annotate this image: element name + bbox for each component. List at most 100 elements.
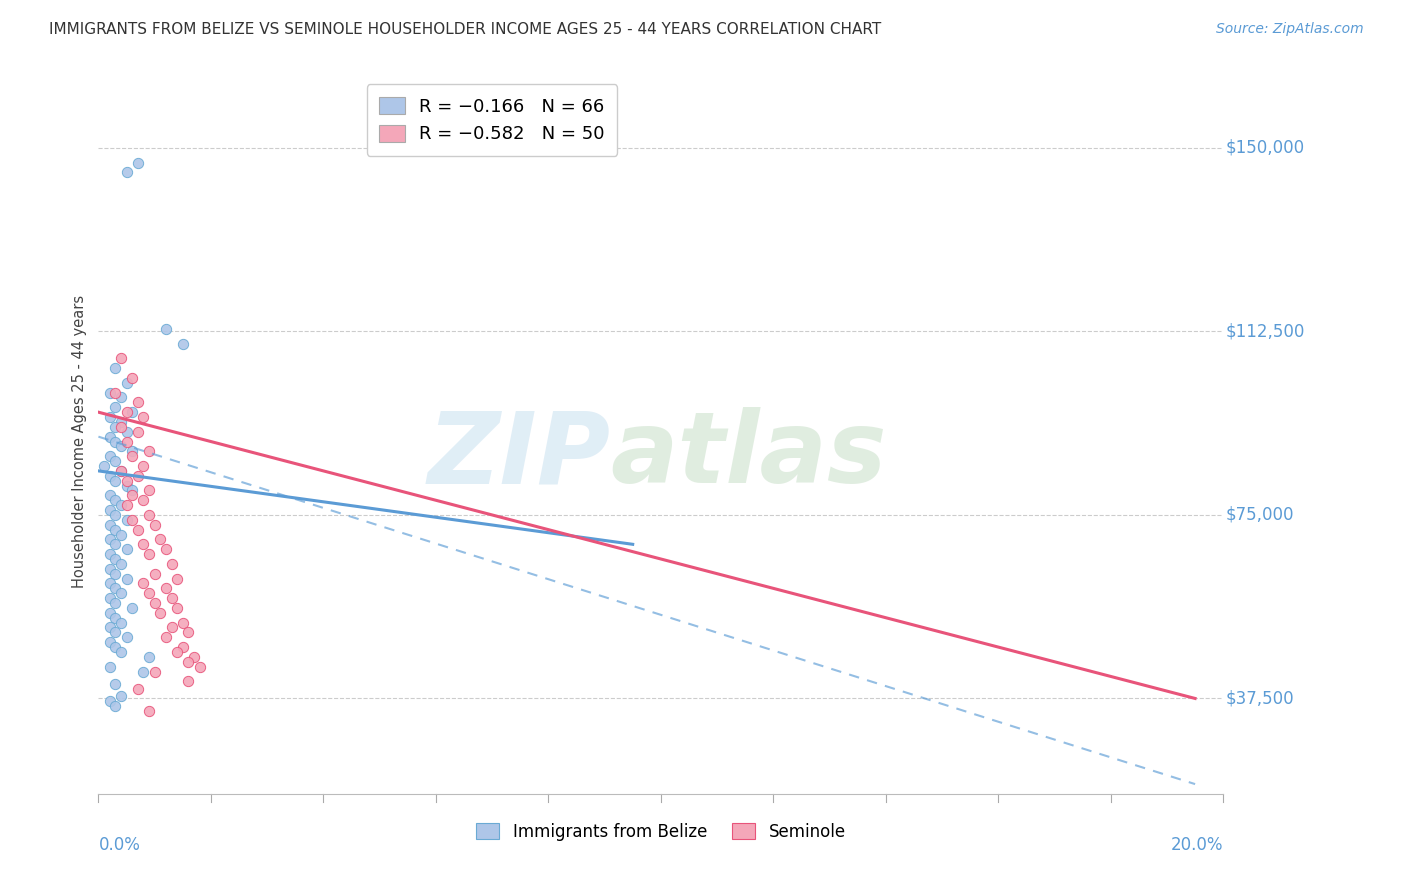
Point (143, 596, 166, 610)
Point (121, 444, 143, 458)
Point (98, 449, 121, 463)
Point (160, 620, 183, 634)
Text: 0.0%: 0.0% (98, 836, 141, 855)
Point (98, 533, 121, 547)
Point (115, 434, 138, 449)
Point (104, 434, 127, 449)
Point (177, 674, 200, 689)
Point (172, 640, 194, 654)
Point (98, 547, 121, 561)
Point (132, 410, 155, 425)
Point (160, 591, 183, 606)
Point (160, 557, 183, 571)
Point (166, 645, 188, 659)
Point (166, 601, 188, 615)
Point (143, 665, 166, 679)
Point (115, 572, 138, 586)
Point (155, 630, 177, 644)
Point (104, 566, 127, 581)
Point (98, 659, 121, 673)
Point (155, 542, 177, 557)
Point (98, 694, 121, 708)
Point (104, 640, 127, 654)
Point (188, 659, 211, 673)
Point (115, 630, 138, 644)
Text: ZIP: ZIP (427, 407, 610, 504)
Point (132, 576, 155, 591)
Point (104, 508, 127, 522)
Point (121, 449, 143, 463)
Point (104, 401, 127, 415)
Point (149, 533, 172, 547)
Point (110, 689, 132, 703)
Text: $75,000: $75,000 (1226, 506, 1294, 524)
Point (110, 464, 132, 478)
Point (183, 649, 205, 664)
Point (121, 405, 143, 419)
Point (98, 606, 121, 620)
Text: $150,000: $150,000 (1226, 139, 1305, 157)
Point (149, 606, 172, 620)
Y-axis label: Householder Income Ages 25 - 44 years: Householder Income Ages 25 - 44 years (72, 295, 87, 588)
Point (115, 513, 138, 527)
Point (104, 454, 127, 468)
Point (115, 425, 138, 439)
Point (138, 649, 160, 664)
Point (138, 444, 160, 458)
Point (110, 557, 132, 571)
Point (127, 395, 149, 409)
Point (98, 385, 121, 400)
Point (110, 645, 132, 659)
Point (132, 493, 155, 508)
Point (110, 498, 132, 512)
Point (115, 478, 138, 492)
Point (110, 615, 132, 630)
Point (104, 698, 127, 713)
Point (155, 582, 177, 596)
Point (127, 155, 149, 169)
Point (172, 615, 194, 630)
Point (110, 464, 132, 478)
Point (104, 677, 127, 691)
Point (115, 376, 138, 390)
Point (115, 498, 138, 512)
Point (127, 681, 149, 696)
Point (110, 391, 132, 405)
Point (155, 322, 177, 336)
Point (110, 439, 132, 453)
Text: $37,500: $37,500 (1226, 690, 1294, 707)
Point (115, 474, 138, 488)
Point (104, 582, 127, 596)
Point (98, 517, 121, 532)
Point (104, 552, 127, 566)
Point (166, 572, 188, 586)
Point (104, 474, 127, 488)
Point (177, 625, 200, 640)
Point (104, 537, 127, 551)
Point (104, 385, 127, 400)
Point (138, 547, 160, 561)
Point (98, 430, 121, 444)
Point (110, 586, 132, 600)
Point (98, 503, 121, 517)
Point (115, 405, 138, 419)
Point (110, 420, 132, 434)
Point (138, 704, 160, 718)
Point (110, 351, 132, 366)
Point (132, 458, 155, 473)
Point (110, 527, 132, 541)
Text: Source: ZipAtlas.com: Source: ZipAtlas.com (1216, 22, 1364, 37)
Point (138, 483, 160, 498)
Point (98, 562, 121, 576)
Legend: Immigrants from Belize, Seminole: Immigrants from Belize, Seminole (468, 814, 853, 849)
Point (104, 420, 127, 434)
Point (172, 336, 194, 351)
Point (143, 566, 166, 581)
Point (98, 488, 121, 502)
Point (132, 665, 155, 679)
Text: atlas: atlas (610, 407, 887, 504)
Point (121, 371, 143, 385)
Point (98, 591, 121, 606)
Point (121, 601, 143, 615)
Point (138, 586, 160, 600)
